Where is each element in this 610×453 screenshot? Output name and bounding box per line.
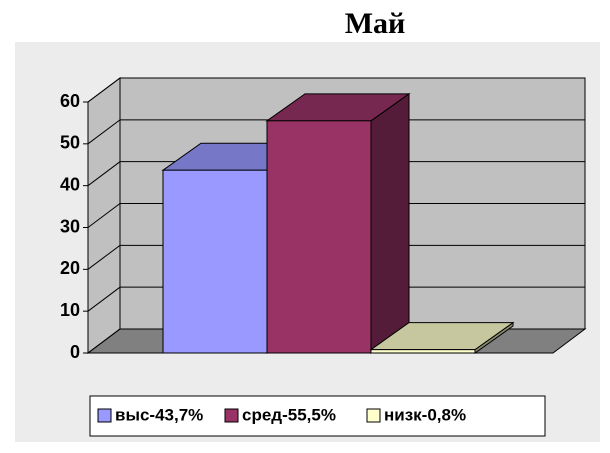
grid-line <box>87 77 585 103</box>
y-tick-label: 0 <box>70 342 80 362</box>
legend-swatch <box>97 408 112 423</box>
grid-line <box>87 286 585 312</box>
y-tick-label: 50 <box>60 133 80 153</box>
y-tick-label: 40 <box>60 174 80 194</box>
grid-line <box>87 203 585 228</box>
y-tick-label: 20 <box>60 258 80 278</box>
y-tick-label: 10 <box>60 300 80 320</box>
legend-label: сред-55,5% <box>242 405 336 424</box>
grid-line <box>87 119 585 145</box>
legend-swatch <box>366 408 381 423</box>
legend-label: низк-0,8% <box>384 405 466 424</box>
chart-title: Май <box>345 7 406 40</box>
grid-line <box>87 244 585 270</box>
bar-side <box>370 92 410 354</box>
grid-line <box>87 161 585 187</box>
y-tick-label: 60 <box>60 91 80 111</box>
legend <box>89 395 546 437</box>
y-tick-label: 30 <box>60 216 80 236</box>
bar <box>162 169 268 354</box>
legend-swatch <box>224 408 239 423</box>
bar <box>370 349 476 354</box>
legend-label: выс-43,7% <box>115 405 203 424</box>
bar <box>266 120 372 354</box>
